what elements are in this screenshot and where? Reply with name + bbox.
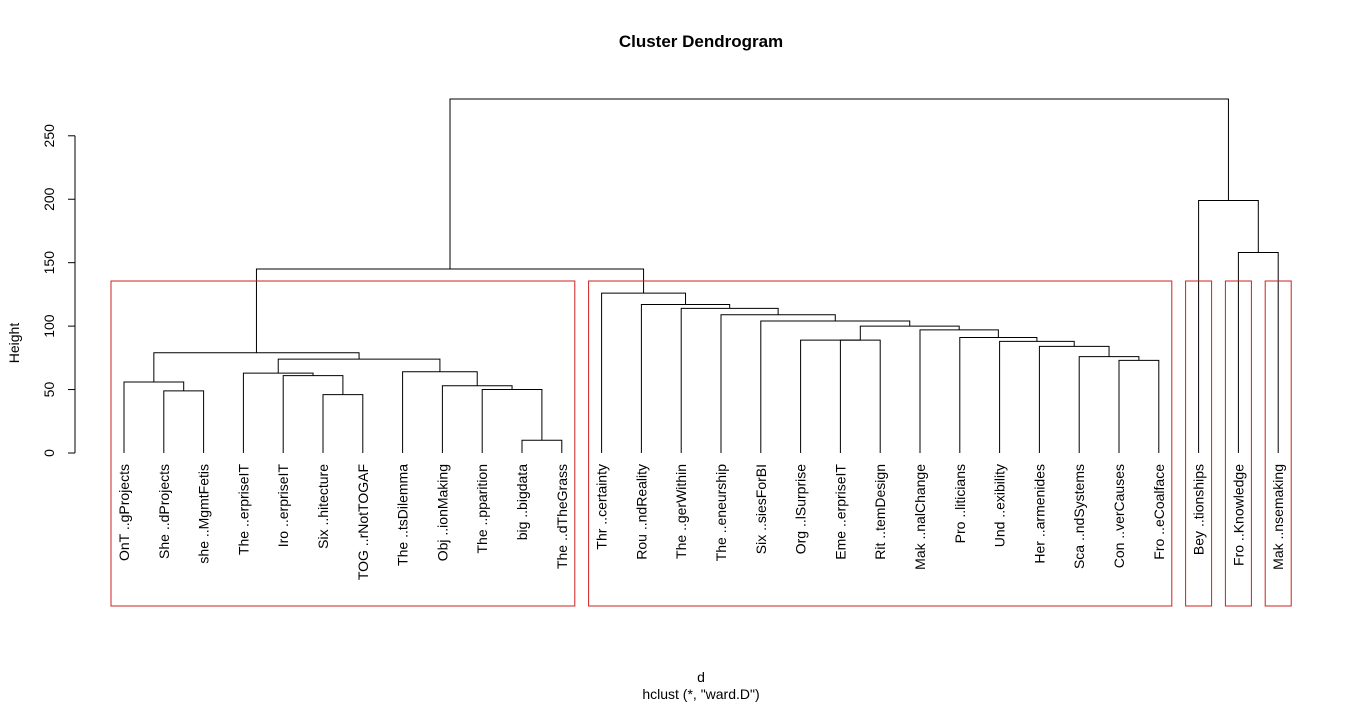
dendrogram-link bbox=[242, 372, 314, 453]
dendrogram-link bbox=[720, 314, 836, 453]
leaf-label: Org ..lSurprise bbox=[793, 464, 809, 554]
leaf-label: OnT ..gProjects bbox=[116, 464, 132, 561]
dendrogram-link bbox=[1118, 359, 1160, 453]
leaf-label: Six ..siesForBI bbox=[753, 464, 769, 554]
dendrogram-link bbox=[441, 385, 513, 453]
chart-title: Cluster Dendrogram bbox=[619, 32, 783, 51]
leaf-label: The ..erpriseIT bbox=[235, 464, 251, 555]
leaf-label: Six ..hitecture bbox=[315, 464, 331, 549]
leaf-label: Obj ..ionMaking bbox=[434, 464, 450, 561]
leaf-label: Und ..exibility bbox=[992, 464, 1008, 547]
leaf-label: Sca ..ndSystems bbox=[1071, 464, 1087, 569]
dendrogram-link bbox=[1078, 356, 1140, 453]
dendrogram-link bbox=[123, 381, 185, 453]
dendrogram-link bbox=[163, 390, 205, 453]
leaf-label: Iro ..erpriseIT bbox=[275, 464, 291, 548]
dendrogram-link bbox=[601, 292, 687, 453]
leaf-label: Fro ..eCoalface bbox=[1151, 464, 1167, 560]
dendrogram-link bbox=[277, 358, 441, 374]
leaf-label: big ..bigdata bbox=[514, 464, 530, 540]
leaf-label: Her ..armenides bbox=[1031, 464, 1047, 564]
cluster-box bbox=[1224, 280, 1252, 607]
y-tick-label: 0 bbox=[41, 449, 57, 457]
leaf-label: TOG ..rNotTOGAF bbox=[355, 464, 371, 580]
leaf-label: Mak ..nsemaking bbox=[1270, 464, 1286, 570]
dendrogram-link bbox=[255, 268, 645, 353]
leaf-label: Con ..verCauses bbox=[1111, 464, 1127, 568]
dendrogram-tree bbox=[123, 98, 1279, 453]
y-tick-label: 200 bbox=[41, 187, 57, 211]
dendrogram-link bbox=[153, 352, 360, 382]
x-axis-label: d bbox=[697, 669, 705, 685]
dendrogram-link bbox=[919, 329, 999, 453]
leaf-label: Rit ..temDesign bbox=[872, 464, 888, 560]
leaf-label: She ..dProjects bbox=[156, 464, 172, 559]
leaf-label: Pro ..liticians bbox=[952, 464, 968, 543]
y-tick-label: 50 bbox=[41, 382, 57, 398]
dendrogram-link bbox=[1237, 252, 1279, 453]
leaf-label: she ..MgmtFetis bbox=[196, 464, 212, 564]
leaf-label: The ..dTheGrass bbox=[554, 464, 570, 569]
dendrogram-link bbox=[402, 371, 478, 453]
leaf-label: The ..eneurship bbox=[713, 464, 729, 561]
leaf-label: Mak ..nalChange bbox=[912, 464, 928, 570]
cluster-boxes bbox=[110, 280, 1292, 607]
y-tick-label: 250 bbox=[41, 124, 57, 148]
dendrogram-link bbox=[640, 304, 731, 453]
dendrogram-link bbox=[322, 394, 364, 453]
y-axis-label: Height bbox=[6, 323, 22, 364]
cluster-box bbox=[588, 280, 1173, 607]
leaf-label: The ..pparition bbox=[474, 464, 490, 554]
y-axis: 0 50 100 150 200 250 bbox=[41, 124, 76, 457]
leaf-label: Thr ..certainty bbox=[594, 464, 610, 550]
cluster-box bbox=[110, 280, 576, 607]
dendrogram-link bbox=[481, 389, 543, 453]
y-tick-label: 100 bbox=[41, 314, 57, 338]
leaf-label: Eme ..erpriseIT bbox=[832, 464, 848, 560]
dendrogram-link bbox=[999, 340, 1075, 453]
dendrogram-link bbox=[839, 339, 881, 453]
leaf-labels: OnT ..gProjects She ..dProjects she ..Mgmt… bbox=[116, 464, 1286, 581]
dendrogram-link bbox=[449, 98, 1229, 270]
leaf-label: Rou ..ndReality bbox=[633, 464, 649, 560]
dendrogram-link bbox=[1198, 200, 1259, 453]
dendrogram-link bbox=[282, 375, 344, 453]
leaf-label: Fro ..Knowledge bbox=[1230, 464, 1246, 566]
dendrogram-link bbox=[521, 439, 563, 453]
y-tick-label: 150 bbox=[41, 251, 57, 275]
cluster-box bbox=[1264, 280, 1292, 607]
dendrogram-link bbox=[680, 307, 779, 453]
dendrogram-link bbox=[1038, 345, 1110, 453]
dendrogram-link bbox=[959, 337, 1038, 453]
leaf-label: The ..tsDilemma bbox=[395, 464, 411, 566]
leaf-label: The ..gerWithin bbox=[673, 464, 689, 559]
dendrogram-link bbox=[760, 320, 911, 453]
dendrogram-link bbox=[800, 339, 861, 453]
chart-subtitle: hclust (*, "ward.D") bbox=[642, 686, 759, 702]
cluster-box bbox=[1185, 280, 1213, 607]
dendrogram-link bbox=[859, 325, 960, 341]
leaf-label: Bey ..tionships bbox=[1191, 464, 1207, 555]
